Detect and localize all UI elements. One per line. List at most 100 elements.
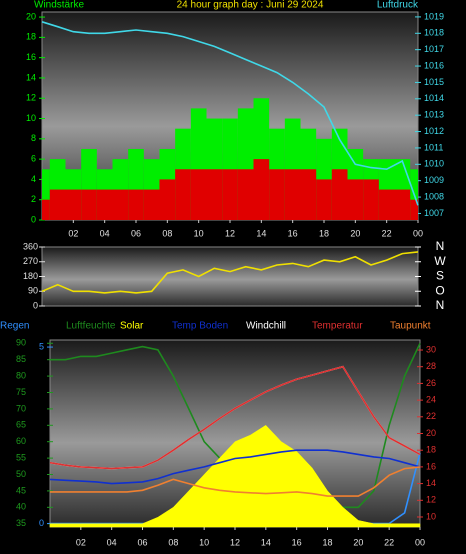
- legend-entry: Luftfeuchte: [66, 321, 116, 332]
- plot-area: [41, 246, 419, 307]
- y3-tick-label: 5: [39, 341, 44, 351]
- series-area: [49, 424, 421, 528]
- wind-bar: [159, 179, 176, 220]
- y-tick-label: 14: [26, 72, 36, 82]
- y2-tick-label: O: [435, 283, 444, 297]
- wind-bar: [42, 169, 50, 220]
- y2-tick-label: 1012: [424, 126, 444, 136]
- y2-tick-label: 1016: [424, 60, 444, 70]
- wind-bar: [284, 169, 301, 220]
- y2-tick-label: S: [436, 269, 444, 283]
- y2-tick-label: 1019: [424, 11, 444, 21]
- x-tick-label: 02: [76, 537, 86, 547]
- series-line: [41, 21, 419, 206]
- y2-tick-label: 1010: [424, 159, 444, 169]
- wind-bar: [347, 179, 364, 220]
- y3-tick-label: 0: [39, 518, 44, 528]
- wind-bar: [96, 189, 113, 220]
- wind-bar: [190, 169, 207, 220]
- x-tick-label: 14: [261, 537, 271, 547]
- x-tick-label: 12: [225, 228, 235, 238]
- y2-tick-label: 26: [426, 378, 436, 388]
- y-tick-label: 2: [31, 194, 36, 204]
- wind-bar: [42, 199, 50, 220]
- x-tick-label: 16: [292, 537, 302, 547]
- wind-bar: [143, 189, 160, 220]
- y2-tick-label: 1007: [424, 208, 444, 218]
- x-tick-label: 04: [100, 228, 110, 238]
- y-tick-label: 12: [26, 93, 36, 103]
- y-tick-label: 75: [16, 387, 26, 397]
- y-tick-label: 85: [16, 354, 26, 364]
- y-tick-label: 35: [16, 518, 26, 528]
- y-tick-label: 10: [26, 113, 36, 123]
- wind-bar: [331, 169, 348, 220]
- wind-bar: [253, 159, 270, 220]
- series-line: [41, 251, 419, 294]
- series-line: [50, 466, 421, 497]
- wind-bar: [49, 189, 66, 220]
- x-tick-label: 00: [413, 228, 423, 238]
- wind-bar: [300, 169, 317, 220]
- legend-entry: Temperatur: [312, 321, 363, 332]
- y-tick-label: 0: [33, 300, 38, 310]
- y-tick-label: 180: [23, 271, 38, 281]
- y2-tick-label: 1018: [424, 28, 444, 38]
- x-tick-label: 06: [131, 228, 141, 238]
- y-tick-label: 90: [16, 338, 26, 348]
- y-tick-label: 360: [23, 241, 38, 251]
- y-tick-label: 45: [16, 485, 26, 495]
- y-tick-label: 70: [16, 403, 26, 413]
- y2-axis-label: Luftdruck: [377, 0, 419, 11]
- y-tick-label: 270: [23, 256, 38, 266]
- legend-entry: Temp Boden: [172, 321, 228, 332]
- y2-tick-label: 22: [426, 411, 436, 421]
- x-tick-label: 20: [353, 537, 363, 547]
- y2-tick-label: 20: [426, 428, 436, 438]
- x-tick-label: 18: [319, 228, 329, 238]
- x-tick-label: 16: [288, 228, 298, 238]
- series-line: [49, 449, 421, 485]
- x-tick-label: 08: [162, 228, 172, 238]
- y-tick-label: 90: [28, 286, 38, 296]
- legend-entry: Windchill: [246, 321, 286, 332]
- y2-tick-label: N: [436, 239, 445, 253]
- y2-tick-label: 1011: [424, 142, 443, 152]
- wind-bar: [175, 169, 191, 220]
- legend-entry: Regen: [0, 321, 29, 332]
- y-tick-label: 40: [16, 502, 26, 512]
- x-tick-label: 00: [415, 537, 425, 547]
- wind-bar: [65, 189, 82, 220]
- wind-bar: [269, 169, 285, 220]
- legend-entry: Taupunkt: [390, 321, 431, 332]
- y-axis-label: Windstärke: [34, 0, 84, 11]
- y-tick-label: 80: [16, 370, 26, 380]
- y-tick-label: 6: [31, 153, 36, 163]
- y2-tick-label: 16: [426, 461, 436, 471]
- wind-bar: [222, 169, 238, 220]
- wind-bar: [237, 169, 254, 220]
- x-tick-label: 18: [322, 537, 332, 547]
- y2-tick-label: 10: [426, 511, 436, 521]
- wind-bar: [112, 189, 129, 220]
- x-tick-label: 10: [194, 228, 204, 238]
- wind-bar: [81, 189, 97, 220]
- legend-entry: Solar: [120, 321, 144, 332]
- x-tick-label: 22: [384, 537, 394, 547]
- y-tick-label: 16: [26, 52, 36, 62]
- y2-tick-label: 28: [426, 361, 436, 371]
- y-tick-label: 55: [16, 452, 26, 462]
- wind-bar: [128, 189, 144, 220]
- x-tick-label: 08: [168, 537, 178, 547]
- y-tick-label: 60: [16, 436, 26, 446]
- wind-bar: [394, 189, 411, 220]
- y-tick-label: 4: [31, 174, 36, 184]
- y2-tick-label: 1014: [424, 93, 444, 103]
- wind-bar: [363, 179, 379, 220]
- x-tick-label: 10: [199, 537, 209, 547]
- y2-tick-label: 24: [426, 394, 436, 404]
- y2-tick-label: 18: [426, 445, 436, 455]
- y2-tick-label: 1017: [424, 44, 444, 54]
- y2-tick-label: N: [436, 298, 445, 312]
